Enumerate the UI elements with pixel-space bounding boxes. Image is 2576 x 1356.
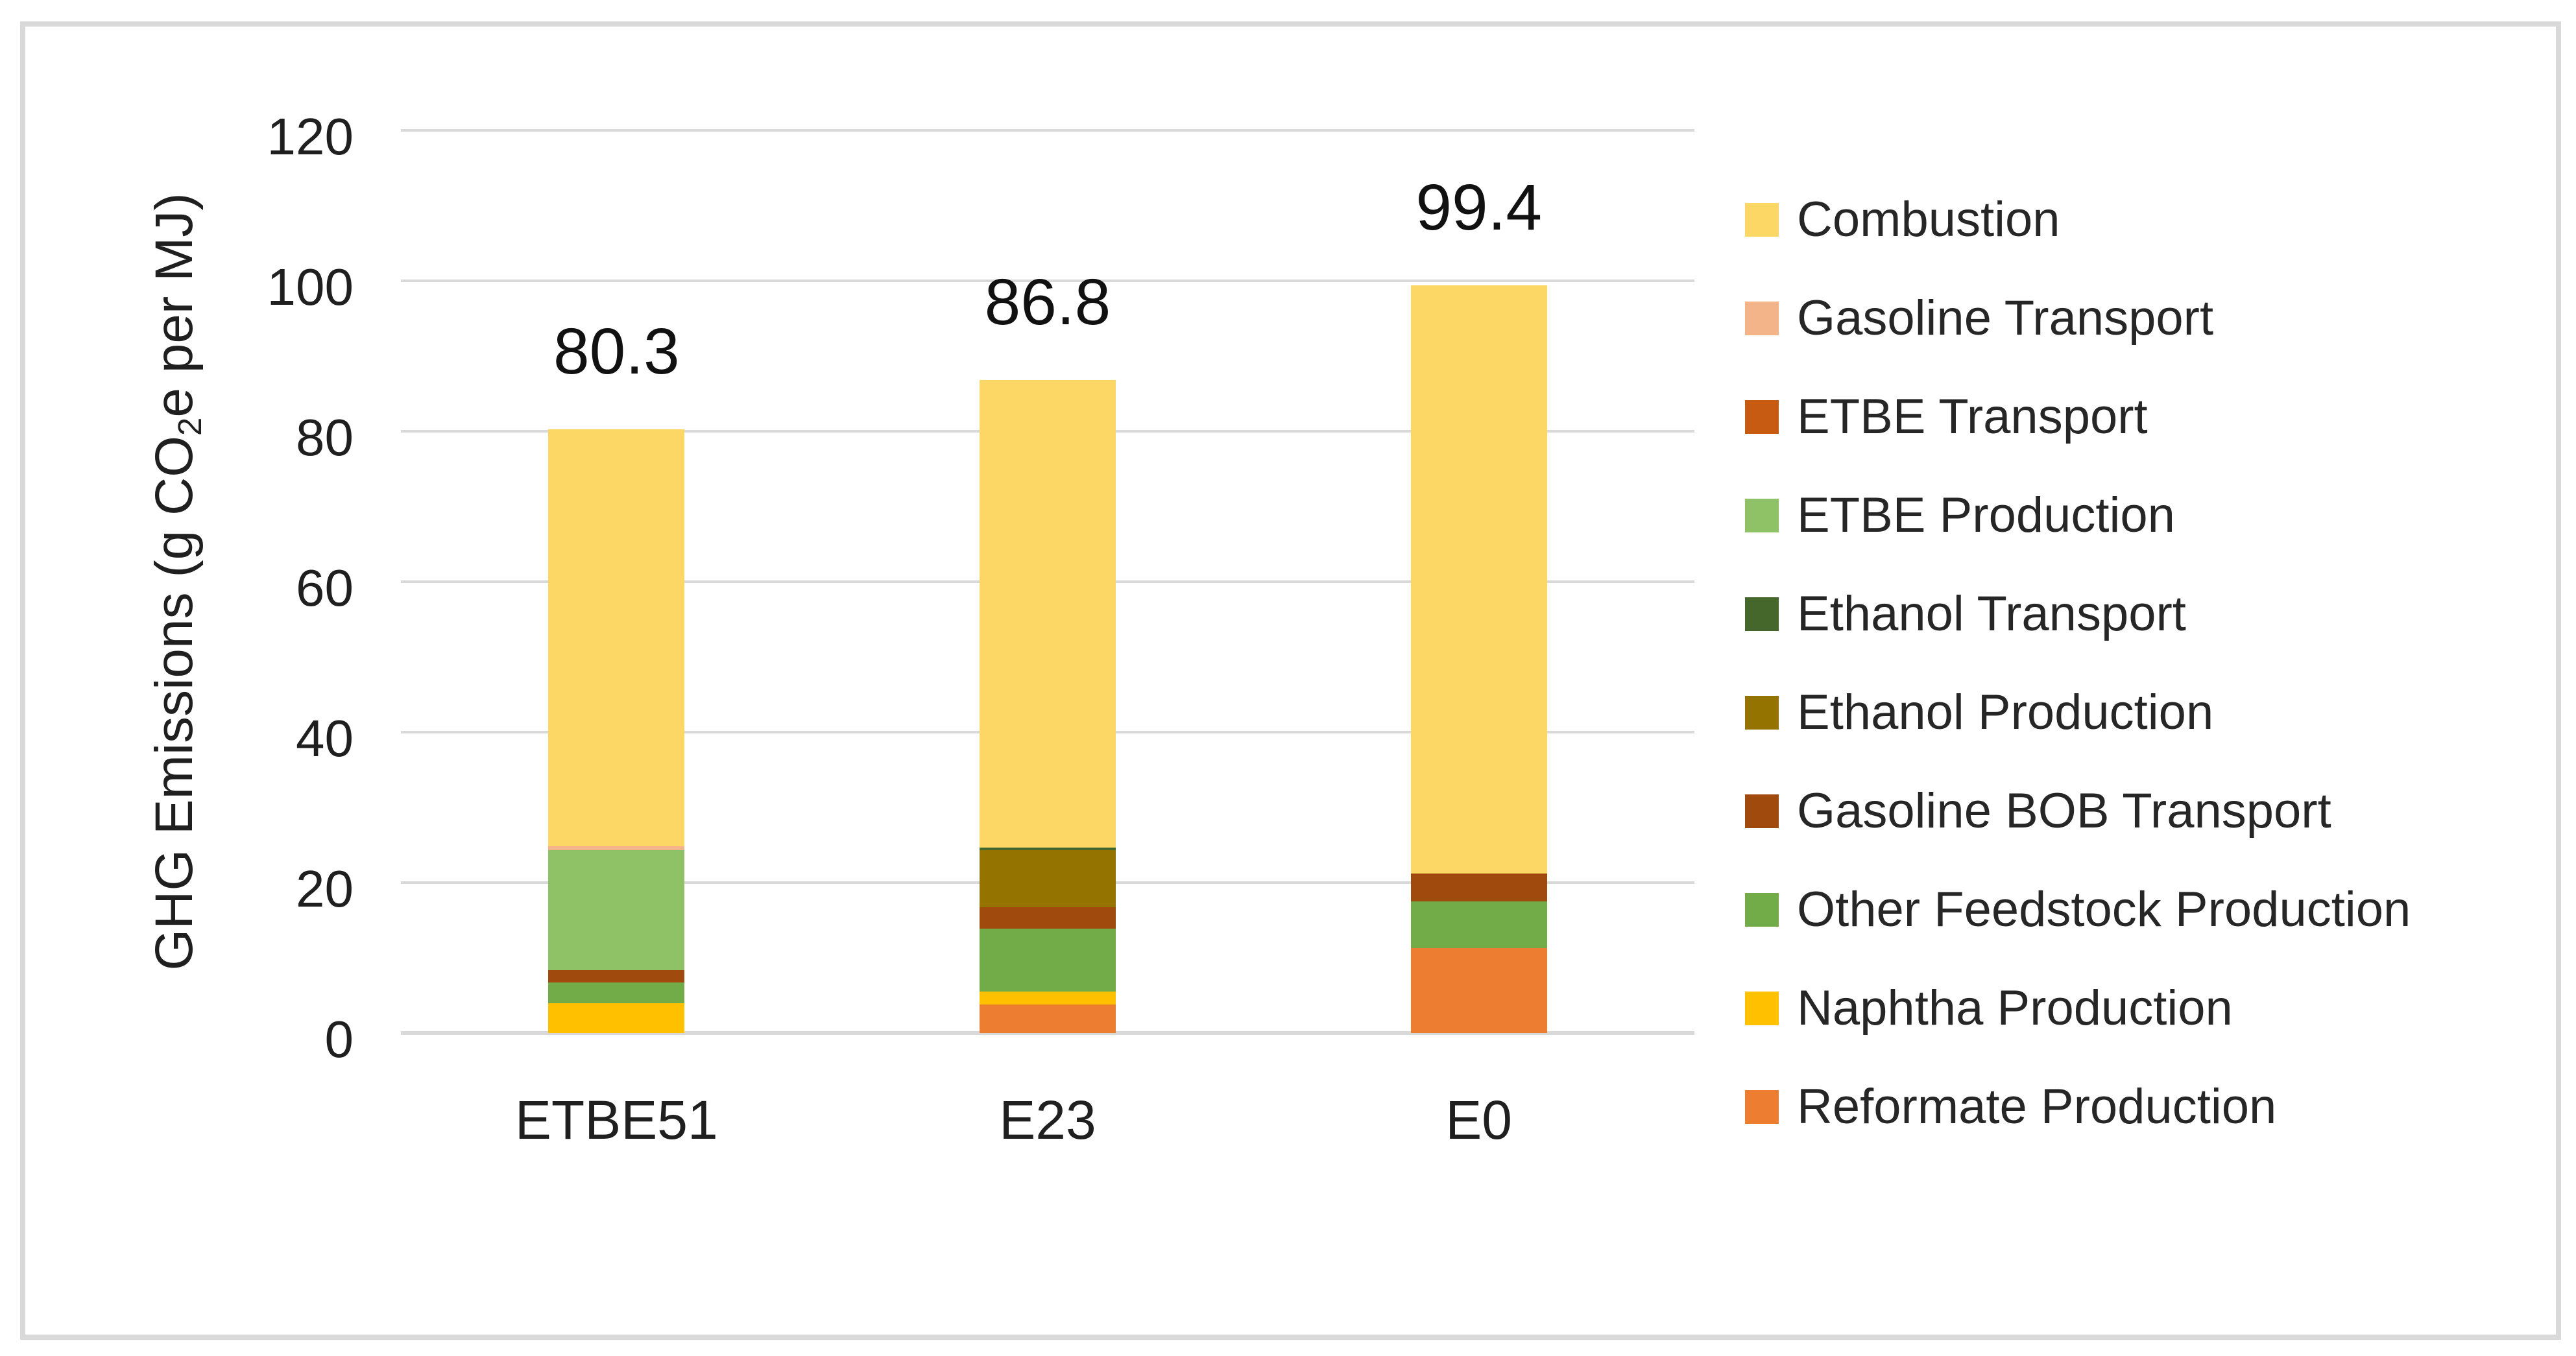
y-tick-label-80: 80 xyxy=(296,409,354,466)
bar-segment-etbe-production xyxy=(548,850,685,970)
bar-segment-gasoline-bob-transport xyxy=(1410,874,1547,902)
legend-label: ETBE Transport xyxy=(1797,389,2148,444)
category-label-E23: E23 xyxy=(999,1089,1096,1150)
gridline-100 xyxy=(401,280,1694,282)
bar-segment-gasoline-bob-transport xyxy=(548,969,685,983)
plot-area xyxy=(401,129,1694,1035)
bar-segment-combustion xyxy=(980,380,1116,848)
bar-segment-naphtha-production xyxy=(980,992,1116,1005)
y-axis-title: GHG Emissions (g CO2e per MJ) xyxy=(144,193,209,970)
legend-item-etbe-production: ETBE Production xyxy=(1745,486,2175,545)
legend-swatch-icon xyxy=(1745,597,1779,631)
legend-item-ethanol-transport: Ethanol Transport xyxy=(1745,585,2186,643)
legend-label: Ethanol Production xyxy=(1797,685,2214,740)
stacked-bar-ETBE51 xyxy=(548,429,685,1033)
y-axis-title-text: GHG Emissions (g CO xyxy=(144,435,204,971)
legend-swatch-icon xyxy=(1745,992,1779,1025)
category-label-ETBE51: ETBE51 xyxy=(514,1089,718,1150)
y-axis-title-text-suffix: e per MJ) xyxy=(144,193,204,418)
bar-segment-gasoline-bob-transport xyxy=(980,907,1116,929)
data-label-E23: 86.8 xyxy=(984,266,1111,339)
legend-label: ETBE Production xyxy=(1797,488,2175,543)
legend-swatch-icon xyxy=(1745,893,1779,927)
y-tick-label-20: 20 xyxy=(296,860,354,918)
legend-swatch-icon xyxy=(1745,302,1779,335)
y-tick-label-40: 40 xyxy=(296,709,354,767)
bar-segment-reformate-production xyxy=(1410,947,1547,1033)
data-label-ETBE51: 80.3 xyxy=(553,315,680,388)
legend-label: Reformate Production xyxy=(1797,1079,2277,1134)
category-label-E0: E0 xyxy=(1445,1089,1513,1150)
legend-swatch-icon xyxy=(1745,499,1779,532)
chart-frame-border xyxy=(20,21,2561,1340)
legend-item-combustion: Combustion xyxy=(1745,191,2060,249)
bar-segment-naphtha-production xyxy=(548,1003,685,1033)
stacked-bar-E23 xyxy=(980,380,1116,1033)
legend-item-ethanol-production: Ethanol Production xyxy=(1745,684,2213,742)
legend-swatch-icon xyxy=(1745,794,1779,828)
stacked-bar-E0 xyxy=(1410,285,1547,1033)
gridline-120 xyxy=(401,129,1694,132)
legend-item-naphtha-production: Naphtha Production xyxy=(1745,979,2233,1038)
legend-item-gasoline-transport: Gasoline Transport xyxy=(1745,289,2213,348)
bar-segment-other-feedstock-production xyxy=(548,982,685,1003)
legend-label: Ethanol Transport xyxy=(1797,586,2186,641)
legend-item-other-feedstock-production: Other Feedstock Production xyxy=(1745,881,2411,939)
legend-label: Combustion xyxy=(1797,192,2060,247)
y-tick-label-60: 60 xyxy=(296,559,354,617)
y-tick-label-0: 0 xyxy=(324,1010,354,1068)
bar-segment-combustion xyxy=(1410,285,1547,874)
data-label-E0: 99.4 xyxy=(1415,171,1542,244)
legend-label: Other Feedstock Production xyxy=(1797,882,2411,937)
y-axis-title-subscript: 2 xyxy=(171,417,209,436)
y-tick-label-120: 120 xyxy=(267,108,354,165)
bar-segment-ethanol-production xyxy=(980,850,1116,908)
legend-label: Naphtha Production xyxy=(1797,981,2233,1036)
legend-item-reformate-production: Reformate Production xyxy=(1745,1078,2276,1136)
legend-swatch-icon xyxy=(1745,1090,1779,1124)
legend-label: Gasoline Transport xyxy=(1797,291,2214,346)
y-tick-label-100: 100 xyxy=(267,258,354,316)
legend-swatch-icon xyxy=(1745,203,1779,237)
legend-label: Gasoline BOB Transport xyxy=(1797,783,2331,839)
legend-item-etbe-transport: ETBE Transport xyxy=(1745,388,2148,446)
bar-segment-gasoline-transport xyxy=(548,846,685,851)
bar-segment-ethanol-transport xyxy=(980,847,1116,851)
legend-swatch-icon xyxy=(1745,696,1779,730)
bar-segment-other-feedstock-production xyxy=(1410,901,1547,948)
bar-segment-combustion xyxy=(548,429,685,847)
gridline-0 xyxy=(401,1031,1694,1035)
bar-segment-reformate-production xyxy=(980,1004,1116,1033)
bar-segment-other-feedstock-production xyxy=(980,928,1116,992)
legend-swatch-icon xyxy=(1745,400,1779,434)
legend-item-gasoline-bob-transport: Gasoline BOB Transport xyxy=(1745,782,2331,840)
